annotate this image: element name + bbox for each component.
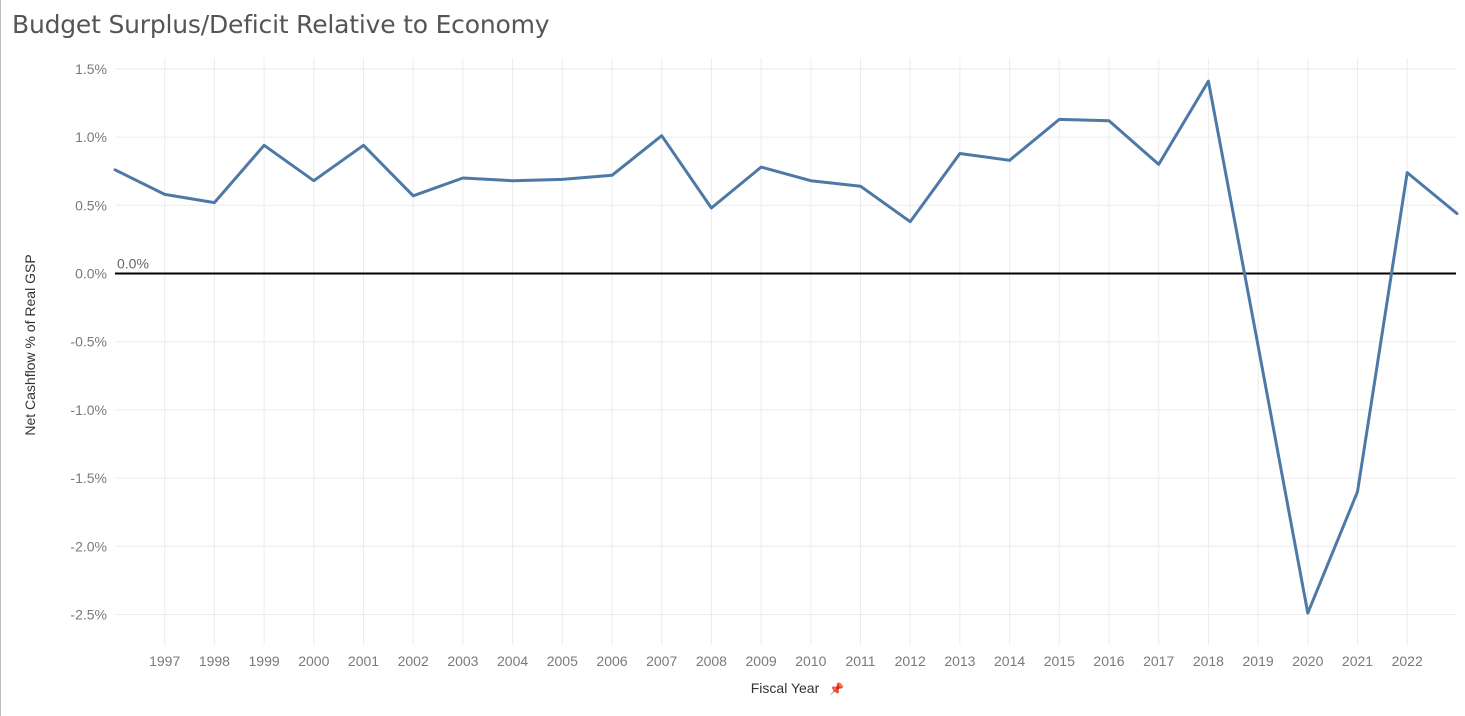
reference-line-label: 0.0% bbox=[117, 256, 149, 272]
data-point[interactable] bbox=[1453, 209, 1461, 217]
data-point[interactable] bbox=[111, 166, 119, 174]
left-border bbox=[0, 0, 1, 716]
x-tick-label: 2017 bbox=[1143, 653, 1174, 669]
x-tick-label: 2003 bbox=[447, 653, 478, 669]
data-point[interactable] bbox=[360, 141, 368, 149]
x-tick-label: 2011 bbox=[845, 653, 875, 669]
data-point[interactable] bbox=[1006, 156, 1014, 164]
data-point[interactable] bbox=[707, 204, 715, 212]
x-tick-label: 1998 bbox=[199, 653, 230, 669]
y-tick-label: -2.5% bbox=[70, 607, 107, 623]
data-point[interactable] bbox=[1403, 169, 1411, 177]
x-tick-label: 2019 bbox=[1243, 653, 1274, 669]
y-tick-label: 1.0% bbox=[75, 129, 107, 145]
x-tick-label: 1999 bbox=[249, 653, 280, 669]
data-point[interactable] bbox=[757, 163, 765, 171]
y-tick-label: -2.0% bbox=[70, 538, 107, 554]
data-point[interactable] bbox=[1105, 117, 1113, 125]
data-point[interactable] bbox=[161, 190, 169, 198]
x-tick-label: 2007 bbox=[646, 653, 677, 669]
x-tick-label: 2016 bbox=[1093, 653, 1124, 669]
data-point[interactable] bbox=[906, 218, 914, 226]
data-point[interactable] bbox=[1055, 115, 1063, 123]
x-tick-label: 2018 bbox=[1193, 653, 1224, 669]
x-tick-label: 2000 bbox=[298, 653, 329, 669]
y-tick-label: -1.5% bbox=[70, 470, 107, 486]
x-tick-label: 2012 bbox=[895, 653, 926, 669]
grid-lines bbox=[115, 58, 1456, 645]
y-tick-label: 1.5% bbox=[75, 61, 107, 77]
x-axis: 1997 1998 1999 2000 2001 2002 2003 2004 2005 2006… bbox=[149, 653, 1423, 669]
data-point[interactable] bbox=[260, 141, 268, 149]
x-tick-label: 2020 bbox=[1292, 653, 1323, 669]
x-tick-label: 2002 bbox=[398, 653, 429, 669]
data-point[interactable] bbox=[807, 177, 815, 185]
x-tick-label: 2001 bbox=[348, 653, 379, 669]
data-point[interactable] bbox=[558, 175, 566, 183]
data-point[interactable] bbox=[956, 149, 964, 157]
data-point[interactable] bbox=[1304, 609, 1312, 617]
x-tick-label: 2006 bbox=[596, 653, 627, 669]
y-tick-label: -1.0% bbox=[70, 402, 107, 418]
data-point[interactable] bbox=[459, 174, 467, 182]
x-tick-label: 2008 bbox=[696, 653, 727, 669]
x-tick-label: 2005 bbox=[547, 653, 578, 669]
y-axis-title: Net Cashflow % of Real GSP bbox=[22, 254, 38, 435]
data-point[interactable] bbox=[1254, 342, 1262, 350]
x-tick-label: 2009 bbox=[746, 653, 777, 669]
x-tick-label: 2015 bbox=[1044, 653, 1075, 669]
zero-reference: 0.0% bbox=[115, 256, 1456, 275]
y-tick-label: -0.5% bbox=[70, 334, 107, 350]
x-tick-label: 2013 bbox=[944, 653, 975, 669]
data-point[interactable] bbox=[658, 132, 666, 140]
x-tick-label: 1997 bbox=[149, 653, 180, 669]
data-point[interactable] bbox=[857, 182, 865, 190]
x-tick-label: 2021 bbox=[1342, 653, 1373, 669]
x-axis-title[interactable]: Fiscal Year bbox=[751, 680, 820, 696]
data-point[interactable] bbox=[509, 177, 517, 185]
x-tick-label: 2010 bbox=[795, 653, 826, 669]
series-layer bbox=[111, 77, 1461, 617]
chart-title: Budget Surplus/Deficit Relative to Econo… bbox=[12, 10, 550, 39]
data-point[interactable] bbox=[310, 177, 318, 185]
data-point[interactable] bbox=[608, 171, 616, 179]
x-tick-label: 2022 bbox=[1392, 653, 1423, 669]
data-point[interactable] bbox=[1354, 488, 1362, 496]
data-point[interactable] bbox=[1155, 160, 1163, 168]
y-axis: 1.5% 1.0% 0.5% 0.0% -0.5% -1.0% -1.5% -2.0% -2.5… bbox=[70, 61, 107, 623]
data-point[interactable] bbox=[1204, 77, 1212, 85]
series-line[interactable] bbox=[113, 79, 1459, 615]
y-tick-label: 0.5% bbox=[75, 197, 107, 213]
pin-icon[interactable]: 📌 bbox=[829, 681, 844, 696]
x-tick-label: 2014 bbox=[994, 653, 1025, 669]
data-point[interactable] bbox=[409, 192, 417, 200]
data-point[interactable] bbox=[210, 199, 218, 207]
y-tick-label: 0.0% bbox=[75, 266, 107, 282]
x-tick-label: 2004 bbox=[497, 653, 528, 669]
